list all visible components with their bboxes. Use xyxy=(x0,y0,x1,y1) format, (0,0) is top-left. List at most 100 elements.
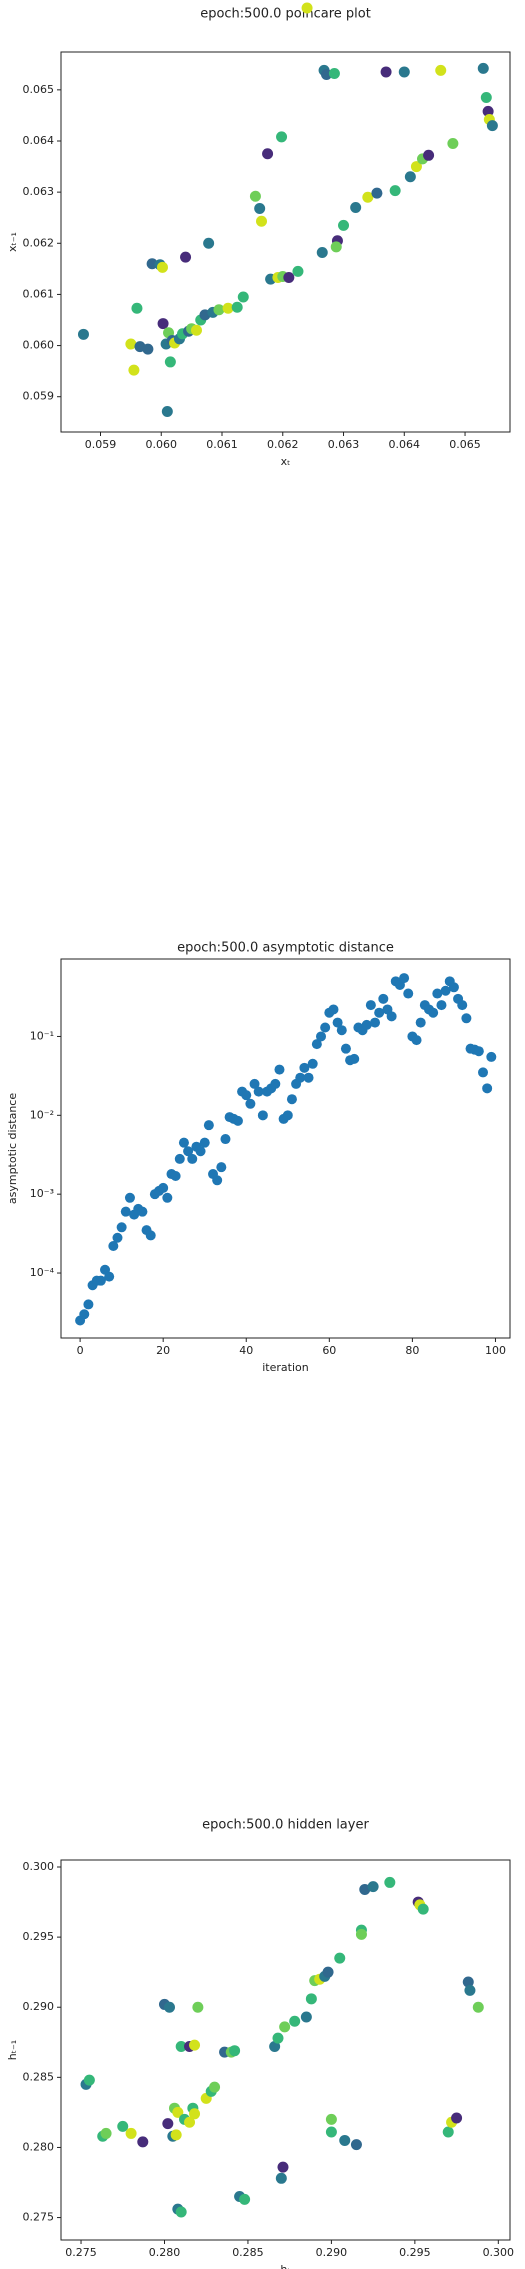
point xyxy=(320,1022,331,1033)
point xyxy=(174,1153,185,1164)
point xyxy=(328,67,340,79)
point xyxy=(316,1031,327,1042)
point xyxy=(142,343,154,355)
point xyxy=(451,2112,463,2124)
point xyxy=(270,1078,281,1089)
point xyxy=(417,1903,429,1915)
point xyxy=(330,241,342,253)
point xyxy=(156,261,168,273)
point xyxy=(457,1000,468,1011)
point xyxy=(423,149,435,161)
point xyxy=(178,1137,189,1148)
point xyxy=(336,1025,347,1036)
point xyxy=(162,2118,174,2130)
point xyxy=(432,988,443,999)
point xyxy=(480,92,492,104)
point xyxy=(404,171,416,183)
x-tick-label: 100 xyxy=(485,1344,506,1357)
point xyxy=(447,138,459,150)
y-tick-label: 0.061 xyxy=(23,287,55,300)
y-tick-label: 10⁻¹ xyxy=(30,1029,54,1042)
point xyxy=(116,1222,127,1233)
point xyxy=(389,185,401,197)
chart-title: epoch:500.0 asymptotic distance xyxy=(177,941,394,956)
point xyxy=(289,2015,301,2027)
x-tick-label: 0.060 xyxy=(146,438,178,451)
y-tick-label: 0.280 xyxy=(23,2140,55,2153)
point xyxy=(277,2161,289,2173)
point xyxy=(295,1072,306,1083)
x-tick-label: 20 xyxy=(156,1344,170,1357)
point xyxy=(274,1064,285,1075)
point xyxy=(137,2136,149,2148)
y-axis-label: asymptotic distance xyxy=(6,1093,19,1204)
point xyxy=(283,272,295,284)
point xyxy=(232,1115,243,1126)
point xyxy=(254,203,266,215)
point xyxy=(362,191,374,203)
point xyxy=(440,985,451,996)
point xyxy=(245,1098,256,1109)
chart-title: epoch:500.0 poincare plot xyxy=(200,7,371,22)
x-tick-label: 0.290 xyxy=(316,2246,348,2259)
point xyxy=(325,2126,337,2138)
point xyxy=(374,1007,385,1018)
point xyxy=(229,2045,241,2057)
point xyxy=(307,1058,318,1069)
point xyxy=(384,1876,396,1888)
point xyxy=(190,324,202,336)
y-tick-label: 0.295 xyxy=(23,1930,55,1943)
point xyxy=(189,2108,201,2120)
x-tick-label: 0.064 xyxy=(389,438,421,451)
point xyxy=(339,2134,351,2146)
point xyxy=(125,2127,137,2139)
y-axis-label: hₜ₋₁ xyxy=(6,2040,19,2060)
y-tick-label: 0.290 xyxy=(23,2000,55,2013)
point xyxy=(299,1062,310,1073)
point xyxy=(380,66,392,78)
point xyxy=(338,219,350,231)
chart-title: epoch:500.0 hidden layer xyxy=(202,1818,369,1833)
point xyxy=(286,1094,297,1105)
point xyxy=(175,2040,187,2052)
point xyxy=(162,1192,173,1203)
point xyxy=(239,2193,251,2205)
y-tick-label: 0.285 xyxy=(23,2070,55,2083)
x-tick-label: 0.065 xyxy=(449,438,481,451)
point xyxy=(145,1230,156,1241)
point xyxy=(282,1110,293,1121)
point xyxy=(448,982,459,993)
point xyxy=(100,2127,112,2139)
point xyxy=(203,1120,214,1131)
point xyxy=(482,1083,493,1094)
point xyxy=(253,1086,264,1097)
point xyxy=(350,201,362,213)
y-tick-label: 0.063 xyxy=(23,185,55,198)
point xyxy=(350,2139,362,2151)
point xyxy=(163,2001,175,2013)
x-tick-label: 0 xyxy=(77,1344,84,1357)
point xyxy=(128,364,140,376)
point xyxy=(410,161,422,173)
point xyxy=(183,1146,194,1157)
point xyxy=(249,1078,260,1089)
point xyxy=(461,1013,472,1024)
plot-frame xyxy=(60,1859,511,2241)
x-tick-label: 0.295 xyxy=(399,2246,431,2259)
point xyxy=(195,1146,206,1157)
x-tick-label: 0.285 xyxy=(232,2246,264,2259)
y-tick-label: 0.065 xyxy=(23,83,55,96)
point xyxy=(108,1241,119,1252)
x-tick-label: 0.063 xyxy=(328,438,360,451)
point xyxy=(124,1192,135,1203)
point xyxy=(222,302,234,314)
point xyxy=(403,988,414,999)
point xyxy=(241,1090,252,1101)
point xyxy=(161,406,173,418)
x-axis-label: hₜ xyxy=(280,2263,290,2269)
point xyxy=(262,148,274,160)
point xyxy=(203,237,215,249)
x-tick-label: 60 xyxy=(322,1344,336,1357)
point xyxy=(187,1153,198,1164)
